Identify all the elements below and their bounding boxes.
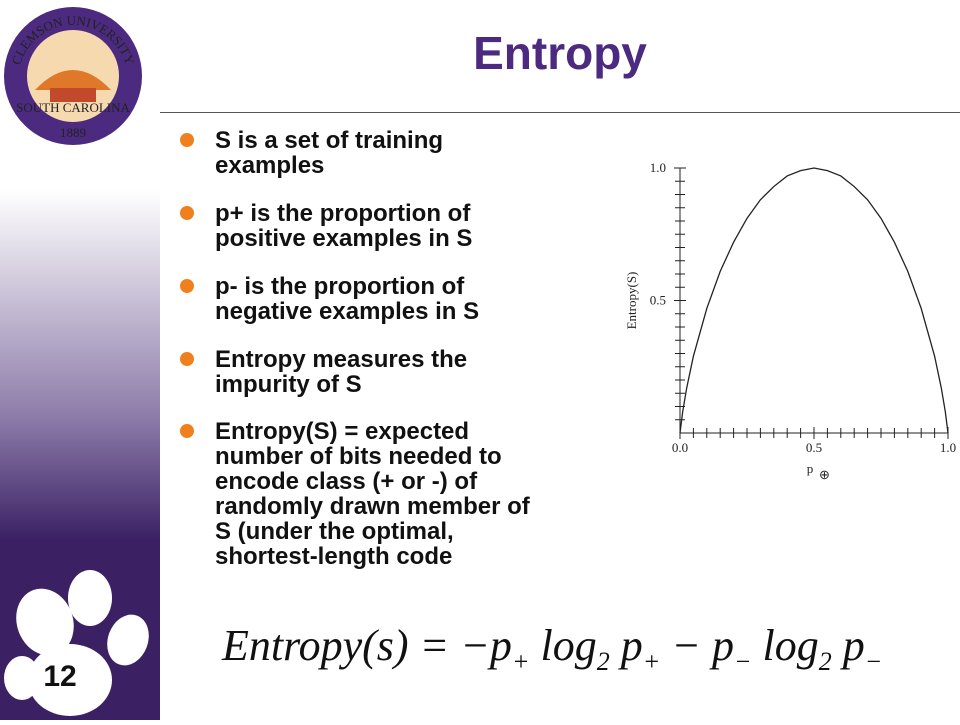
bullet-line: S (under the optimal, <box>215 518 454 545</box>
logo-year: 1889 <box>60 125 86 140</box>
bullet: Entropy(S) = expected number of bits need… <box>180 419 530 569</box>
x-tick-label: 1.0 <box>940 440 956 455</box>
formula-part: 2 <box>596 646 610 676</box>
formula-part: − <box>733 646 752 676</box>
paw <box>4 570 149 716</box>
bullet: p- is the proportion of negative examples… <box>180 274 479 324</box>
bullet-line: p+ is the proportion of <box>215 200 471 227</box>
x-axis-label: p <box>807 461 814 476</box>
sidebar: CLEMSON UNIVERSITY SOUTH CAROLINA 1889 <box>0 0 160 720</box>
bullet-line: examples <box>215 152 325 179</box>
entropy-curve <box>679 167 949 434</box>
title: Entropy <box>473 27 647 79</box>
bullet: Entropy measures the impurity of S <box>180 347 467 397</box>
bullet-text: p- is the proportion of negative examples… <box>215 274 479 324</box>
formula-part: Entropy(s) = −p <box>222 621 512 670</box>
bullet-text: S is a set of training examples <box>215 128 443 178</box>
bullet-icon <box>180 206 194 220</box>
formula-part: + <box>642 646 661 676</box>
bullet-icon <box>180 133 194 147</box>
x-axis-label-sub: ⊕ <box>819 467 830 482</box>
bullet-text: Entropy measures the impurity of S <box>215 347 467 397</box>
bullet-line: positive examples in S <box>215 225 473 252</box>
formula-part: log <box>529 621 597 670</box>
bullet-line: shortest-length code <box>215 543 453 570</box>
formula: Entropy(s) = −p+ log2 p+ − p− log2 p− <box>222 620 882 677</box>
y-tick-label: 0.5 <box>650 293 666 308</box>
formula-part: + <box>511 646 530 676</box>
logo-state: SOUTH CAROLINA <box>16 100 130 115</box>
formula-part: log <box>751 621 819 670</box>
divider <box>160 112 960 113</box>
y-axis-label: Entropy(S) <box>624 272 639 330</box>
bullet-text: p+ is the proportion of positive examples… <box>215 201 472 251</box>
bullet-line: Entropy measures the <box>215 346 468 373</box>
bullet-line: encode class (+ or -) of <box>215 468 478 495</box>
logo-sun <box>35 70 111 90</box>
bullet-line: randomly drawn member of <box>215 493 530 520</box>
formula-part: 2 <box>818 646 832 676</box>
x-tick-label: 0.0 <box>672 440 688 455</box>
sidebar-art: CLEMSON UNIVERSITY SOUTH CAROLINA 1889 <box>4 7 149 716</box>
bullet-line: p- is the proportion of <box>215 273 465 300</box>
bullet: p+ is the proportion of positive examples… <box>180 201 472 251</box>
bullet-line: S is a set of training <box>215 127 444 154</box>
formula-part: − <box>864 646 883 676</box>
slide-number: 12 <box>43 660 77 693</box>
bullet-line: negative examples in S <box>215 298 480 325</box>
bullet: S is a set of training examples <box>180 128 443 178</box>
x-tick-label: 0.5 <box>806 440 822 455</box>
logo-building <box>50 88 96 102</box>
formula-part: − p <box>660 621 734 670</box>
bullet-line: Entropy(S) = expected <box>215 418 470 445</box>
formula-part: p <box>609 621 643 670</box>
bullet-icon <box>180 424 194 438</box>
bullet-text: Entropy(S) = expected number of bits need… <box>215 419 530 569</box>
y-tick-label: 1.0 <box>650 160 666 175</box>
chart: 0.0 0.5 1.0 0.5 1.0 Entropy(S) p ⊕ <box>624 160 956 482</box>
bullet-line: impurity of S <box>215 371 362 398</box>
bullet-icon <box>180 279 194 293</box>
formula-part: p <box>831 621 865 670</box>
bullet-line: number of bits needed to <box>215 443 502 470</box>
bullet-icon <box>180 352 194 366</box>
